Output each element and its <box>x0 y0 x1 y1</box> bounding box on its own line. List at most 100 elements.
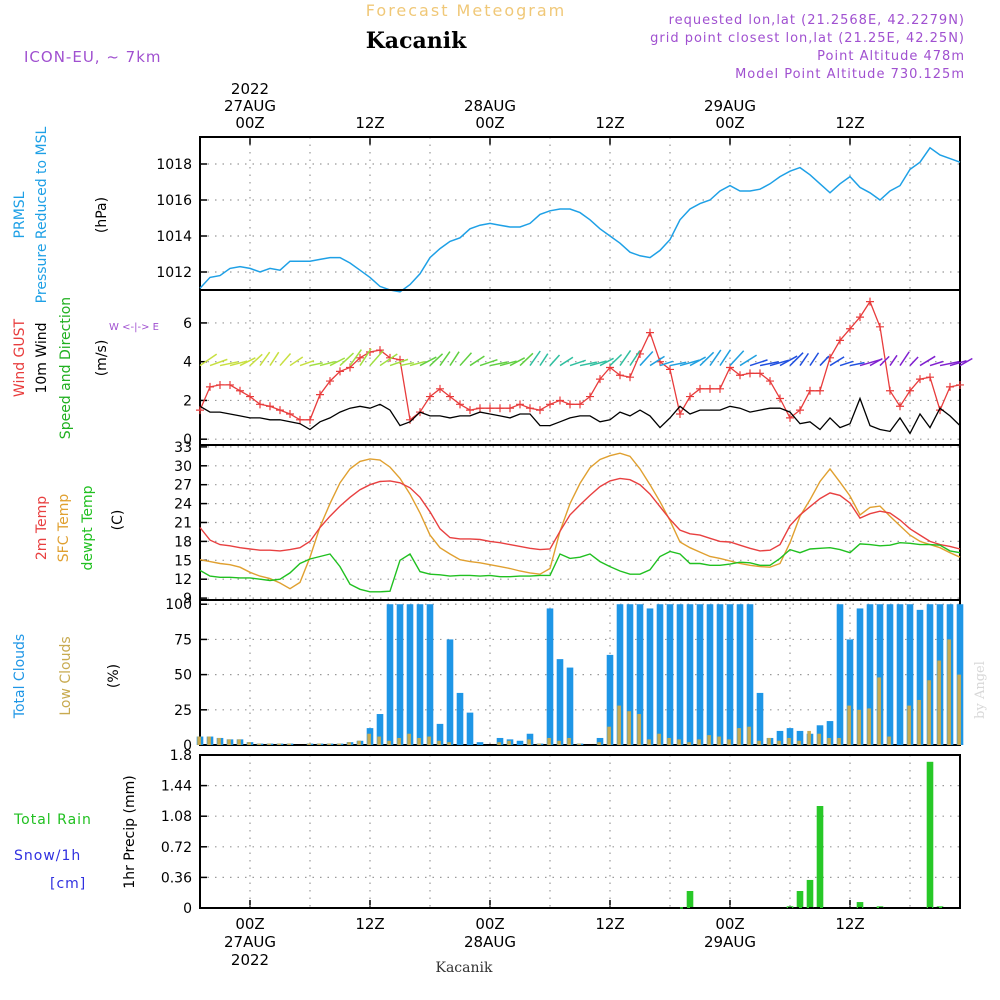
low-cloud-bar <box>947 639 951 745</box>
gust-point <box>446 392 454 401</box>
gust-point <box>296 415 304 424</box>
total-cloud-bar <box>446 639 454 745</box>
wind-direction-arrow <box>569 359 586 367</box>
wind-direction-arrow <box>429 353 444 367</box>
wind-direction-arrow <box>219 361 239 367</box>
temp-labels: 2m Temp SFC Temp dewpt Temp (C) <box>34 485 126 570</box>
gust-point <box>906 386 914 395</box>
wind-direction-arrow <box>249 353 263 367</box>
gust-point <box>516 400 524 409</box>
gust-point <box>766 377 774 386</box>
wind-direction-arrow <box>439 351 451 366</box>
total-cloud-bar <box>546 608 554 745</box>
prmsl-line <box>199 146 961 293</box>
low-cloud-bar <box>527 739 531 745</box>
gust-point <box>736 371 744 380</box>
wind-direction-arrow <box>669 361 687 367</box>
wind-panel: 0 2 4 6 <box>183 289 973 448</box>
wind-labels: Wind GUST 10m Wind Speed and Direction (… <box>12 297 159 439</box>
gust-point <box>856 313 864 322</box>
wind-direction-arrow <box>799 352 810 366</box>
wind-direction-arrow <box>309 362 323 367</box>
top-time-label: 00Z <box>475 114 504 132</box>
low-cloud-bar <box>557 740 561 745</box>
point-altitude: Point Altitude 478m <box>817 49 965 64</box>
wind-direction-arrow <box>579 361 598 367</box>
wind-direction-arrow <box>839 360 854 367</box>
precipitation-panel: 0 0.36 0.72 1.08 1.44 1.8 <box>161 748 961 917</box>
snow-label: Snow/1h <box>14 848 81 864</box>
wind-direction-arrow <box>379 353 398 367</box>
low-cloud-bar <box>637 714 641 745</box>
gust-point <box>776 394 784 403</box>
gust-point <box>926 373 934 382</box>
low-cloud-bar <box>397 737 401 745</box>
gust-point <box>276 406 284 415</box>
temp-tick-label: 15 <box>174 553 192 569</box>
wind-direction-arrow <box>529 350 541 366</box>
wind-direction-arrow <box>359 348 372 366</box>
t2m-label: 2m Temp <box>34 496 50 560</box>
gust-point <box>246 392 254 401</box>
wind-direction-arrow <box>849 361 865 367</box>
model-altitude: Model Point Altitude 730.125m <box>735 67 965 82</box>
temp-tick-label: 33 <box>174 440 192 456</box>
low-cloud-bar <box>687 742 691 745</box>
wind-direction-arrow <box>659 360 674 367</box>
wind-direction-arrow <box>279 353 292 367</box>
total-cloud-bar <box>606 654 614 745</box>
wind-tick-label: 6 <box>183 316 192 332</box>
wind-direction-arrow <box>229 360 248 367</box>
gust-point <box>436 384 444 393</box>
footer-location: Kacanik <box>436 960 493 976</box>
top-time-label: 12Z <box>355 114 384 132</box>
low-cloud-bar <box>607 726 611 745</box>
wind-direction-arrow <box>539 353 549 366</box>
low-cloud-bar <box>707 735 711 745</box>
gust-point <box>746 369 754 378</box>
gust-point <box>256 400 264 409</box>
gust-point <box>306 415 314 424</box>
low-cloud-bar <box>387 740 391 745</box>
low-cloud-bar <box>227 739 231 745</box>
low-cloud-bar <box>837 737 841 745</box>
total-cloud-bar <box>386 604 394 745</box>
low-cloud-bar <box>797 740 801 745</box>
pressure-panel: 1012 1014 1016 1018 <box>156 136 961 293</box>
wind-direction-arrow <box>599 357 614 367</box>
bottom-time-label: 27AUG <box>224 933 276 951</box>
gust-point <box>836 336 844 345</box>
gust-point <box>566 400 574 409</box>
temp-tick-label: 21 <box>174 516 192 532</box>
temp-tick-label: 27 <box>174 478 192 494</box>
gust-point <box>376 346 384 355</box>
gust-point <box>786 413 794 422</box>
total-cloud-bar <box>786 728 794 745</box>
gust-point <box>556 396 564 405</box>
wind-direction-arrow <box>809 352 820 366</box>
low-cloud-bar <box>657 733 661 745</box>
wind-direction-arrow <box>789 352 804 367</box>
wind-direction-arrow <box>929 360 944 367</box>
total-cloud-bar <box>706 604 714 745</box>
wind-direction-arrow <box>959 357 973 367</box>
low-cloud-bar <box>857 709 861 745</box>
wind-tick-label: 0 <box>183 432 192 448</box>
low-cloud-bar <box>207 736 211 745</box>
wind-frame <box>199 289 961 446</box>
low-cloud-bar <box>367 733 371 745</box>
snow-unit-label: [cm] <box>50 876 86 892</box>
bottom-time-label: 00Z <box>475 915 504 933</box>
rain-bar <box>816 806 824 908</box>
low-cloud-bar <box>907 705 911 745</box>
gust-point <box>546 400 554 409</box>
wind-direction-arrow <box>629 350 641 366</box>
gust-point <box>846 324 854 333</box>
total-cloud-bar <box>856 608 864 745</box>
gust-point <box>526 404 534 413</box>
gust-point <box>946 382 954 391</box>
pressure-unit: (hPa) <box>94 197 110 233</box>
total-cloud-bar <box>736 604 744 745</box>
precip-frame <box>199 754 961 909</box>
total-cloud-bar <box>746 604 754 745</box>
